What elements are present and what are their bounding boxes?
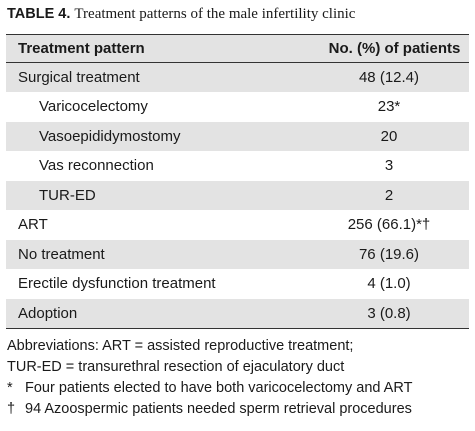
cell: 76 (19.6) — [358, 245, 420, 263]
header-cell: No. (%) of patients — [328, 40, 461, 57]
footnote: † 94 Azoospermic patients needed sperm re… — [7, 399, 412, 420]
cell: No treatment — [18, 245, 105, 263]
cell: 2 — [384, 186, 394, 204]
title-text: Treatment patterns of the male infertili… — [74, 6, 356, 22]
cell: TUR-ED — [39, 186, 96, 204]
row: Vasoepididymostomy 20 — [6, 121, 469, 151]
cell: Adoption — [18, 304, 78, 322]
abbreviation: TUR-ED = transurethral resection of ejac… — [7, 359, 345, 375]
cell: Vas reconnection — [39, 157, 154, 175]
row: Erectile dysfunction treatment 4 (1.0) — [6, 269, 469, 299]
cell: Surgical treatment — [18, 69, 140, 86]
footnote: * Four patients elected to have both vari… — [7, 378, 412, 399]
row: Surgical treatment 48 (12.4) — [6, 62, 469, 92]
table-title: TABLE 4. Treatment patterns of the male … — [7, 6, 355, 23]
cell: 23* — [377, 98, 401, 116]
cell: Vasoepididymostomy — [39, 127, 181, 145]
row: Vas reconnection 3 — [6, 151, 469, 181]
cell: Varicocelectomy — [39, 98, 148, 116]
footnotes: Abbreviations: ART = assisted reproducti… — [7, 336, 412, 420]
cell: 3 — [384, 157, 394, 175]
cell: 3 (0.8) — [367, 304, 411, 322]
abbreviation: Abbreviations: ART = assisted reproducti… — [7, 338, 354, 354]
cell: 20 — [380, 127, 398, 145]
footnote-text: 94 Azoospermic patients needed sperm ret… — [25, 401, 412, 417]
table: Treatment pattern No. (%) of patients Su… — [6, 34, 469, 329]
row: TUR-ED 2 — [6, 180, 469, 210]
table-label: TABLE 4. — [7, 6, 71, 22]
cell: Erectile dysfunction treatment — [18, 275, 216, 293]
row: No treatment 76 (19.6) — [6, 239, 469, 269]
footnote-symbol: † — [7, 401, 16, 417]
row: Varicocelectomy 23* — [6, 92, 469, 122]
footnote-text: Four patients elected to have both varic… — [25, 380, 413, 396]
cell: ART — [18, 216, 48, 234]
cell: 256 (66.1)*† — [347, 216, 431, 234]
header-cell: Treatment pattern — [18, 40, 145, 57]
footnote-symbol: * — [7, 380, 13, 396]
row: ART 256 (66.1)*† — [6, 210, 469, 240]
cell: 4 (1.0) — [367, 275, 411, 293]
header-row: Treatment pattern No. (%) of patients — [6, 34, 469, 63]
cell: 48 (12.4) — [358, 69, 420, 86]
row: Adoption 3 (0.8) — [6, 298, 469, 328]
